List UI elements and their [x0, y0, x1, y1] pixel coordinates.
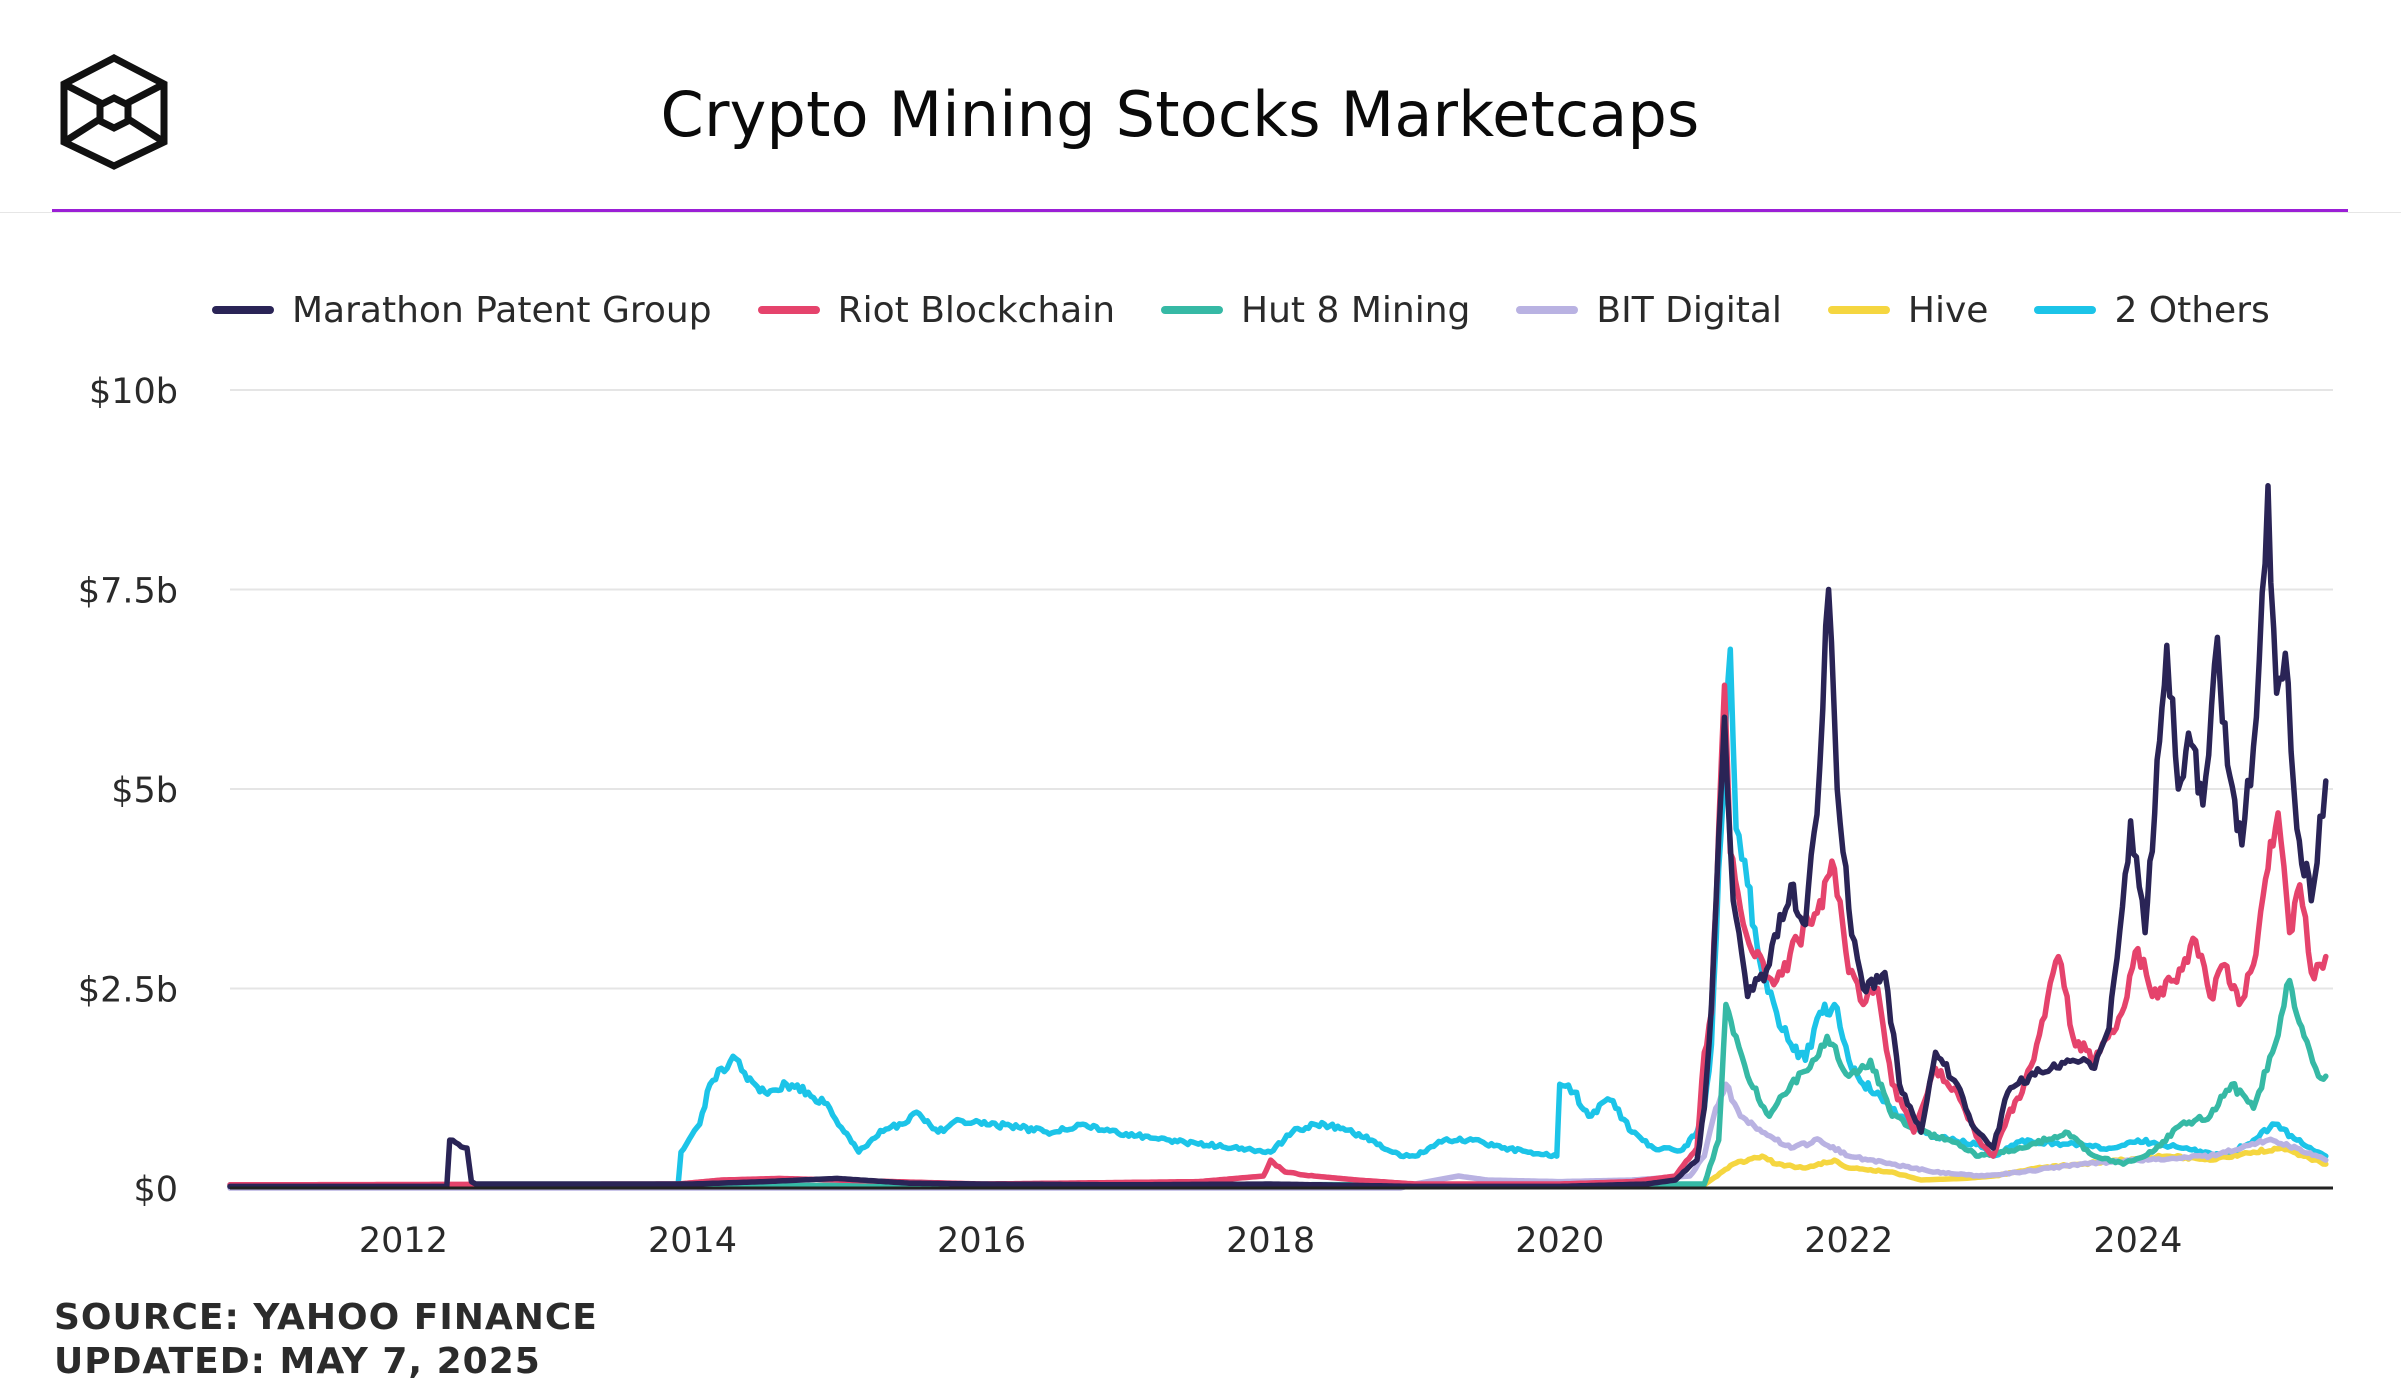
updated-text: UPDATED: MAY 7, 2025: [54, 1341, 541, 1382]
series-line: [227, 1081, 2329, 1191]
chart-title: Crypto Mining Stocks Marketcaps: [660, 78, 1700, 151]
legend-item[interactable]: 2 Others: [2034, 289, 2270, 331]
header-divider: [52, 209, 2348, 212]
legend-swatch: [757, 306, 820, 314]
legend-item[interactable]: Hut 8 Mining: [1161, 290, 1470, 331]
series-line: [227, 483, 2329, 1190]
header-divider-thin: [0, 212, 2401, 213]
legend-swatch: [1827, 306, 1890, 314]
legend-swatch: [1161, 306, 1224, 314]
y-tick-label: $5b: [111, 771, 178, 811]
x-tick-label: 2022: [1804, 1221, 1893, 1261]
y-tick-label: $10b: [89, 372, 178, 412]
y-tick-label: $2.5b: [78, 971, 178, 1011]
x-tick-label: 2020: [1515, 1221, 1604, 1261]
x-tick-label: 2012: [359, 1221, 448, 1261]
legend: Marathon Patent Group Riot Blockchain Hut …: [212, 282, 2316, 338]
source-text: SOURCE: YAHOO FINANCE: [54, 1297, 598, 1338]
x-tick-label: 2018: [1226, 1221, 1315, 1261]
y-axis-ticks: $0 $2.5b $5b $7.5b $10b: [78, 372, 178, 1210]
x-tick-label: 2014: [648, 1221, 737, 1261]
legend-item[interactable]: Marathon Patent Group: [212, 290, 712, 331]
legend-item[interactable]: Riot Blockchain: [757, 289, 1116, 331]
legend-label: Hive: [1907, 289, 1989, 331]
y-tick-label: $7.5b: [78, 572, 178, 612]
x-axis-ticks: 2012 2014 2016 2018 2020 2022 2024: [359, 1221, 2183, 1261]
x-tick-label: 2016: [937, 1221, 1026, 1261]
legend-label: Riot Blockchain: [837, 289, 1116, 331]
footer: SOURCE: YAHOO FINANCE UPDATED: MAY 7, 20…: [54, 1296, 598, 1384]
legend-swatch: [1516, 306, 1579, 314]
legend-label: 2 Others: [2114, 289, 2270, 331]
legend-item[interactable]: Hive: [1827, 289, 1989, 331]
series-lines: [227, 483, 2329, 1191]
gridlines: [230, 389, 2333, 990]
series-line: [227, 682, 2329, 1188]
legend-label: Marathon Patent Group: [292, 289, 712, 331]
legend-item[interactable]: BIT Digital: [1516, 290, 1782, 331]
legend-label: BIT Digital: [1596, 289, 1782, 331]
series-line: [227, 977, 2329, 1190]
y-tick-label: $0: [133, 1170, 178, 1210]
x-tick-label: 2024: [2093, 1221, 2182, 1261]
legend-swatch: [2034, 306, 2097, 314]
series-line: [227, 646, 2329, 1188]
brand-logo-cube-icon: [60, 54, 168, 170]
legend-swatch: [212, 306, 274, 314]
legend-label: Hut 8 Mining: [1241, 289, 1471, 331]
line-chart: $0 $2.5b $5b $7.5b $10b 2012 2014 2016 2018 2020…: [78, 372, 2333, 1261]
